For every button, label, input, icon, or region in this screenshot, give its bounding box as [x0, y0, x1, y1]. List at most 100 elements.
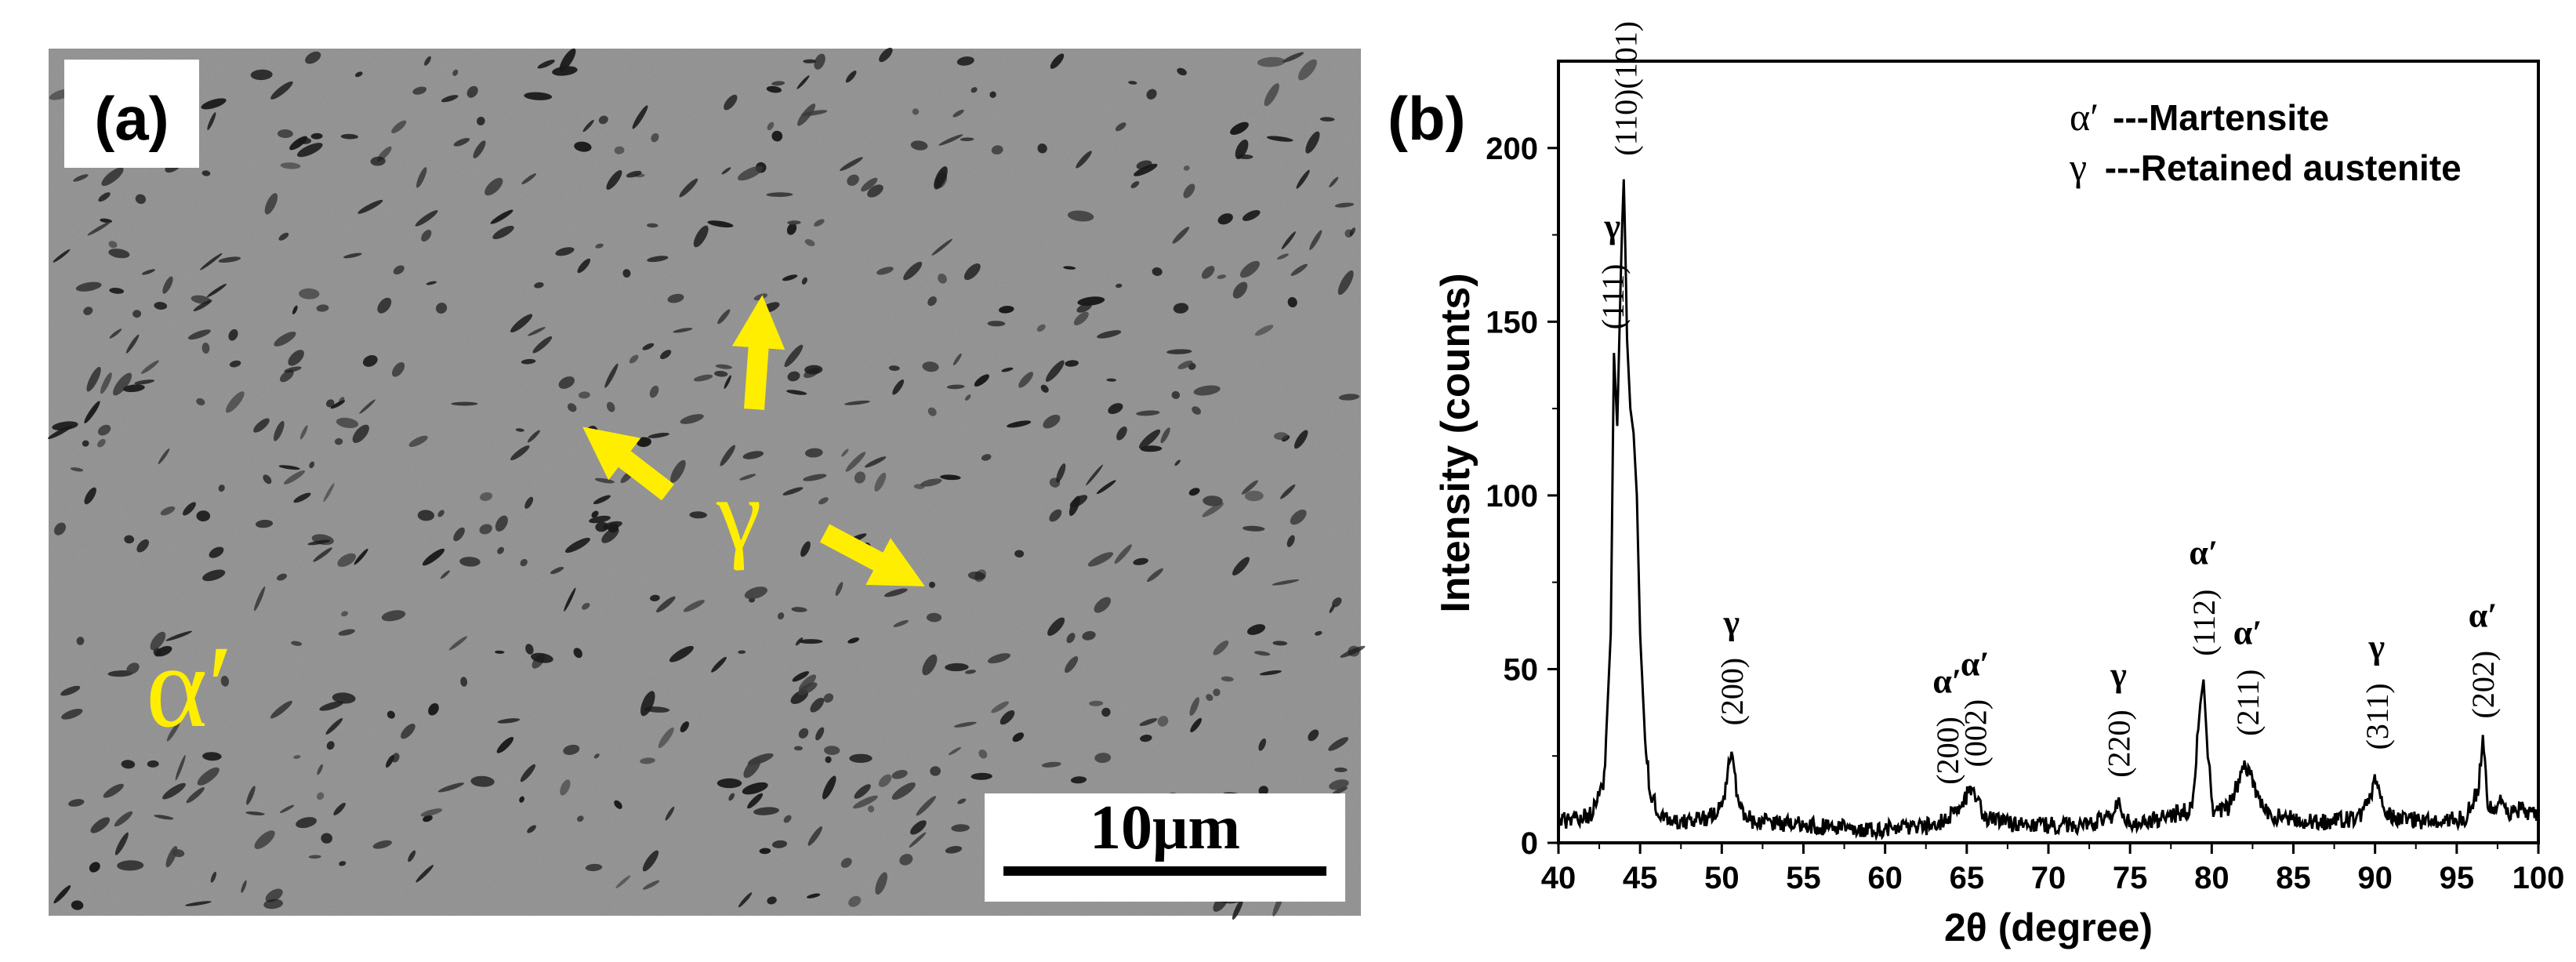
- sem-particle: [197, 767, 220, 786]
- sem-particle: [824, 746, 840, 756]
- sem-particle: [1348, 645, 1360, 657]
- sem-particle: [1338, 394, 1360, 401]
- sem-particle: [1202, 503, 1225, 517]
- sem-particle: [1128, 81, 1137, 85]
- sem-particle: [865, 456, 887, 468]
- sem-particle: [245, 811, 265, 816]
- sem-particle: [1116, 427, 1127, 441]
- sem-particle: [451, 401, 478, 406]
- sem-particle: [766, 192, 793, 198]
- sem-particle: [422, 548, 445, 566]
- sem-particle: [263, 898, 283, 909]
- sem-particle: [854, 471, 866, 484]
- sem-particle: [927, 296, 937, 307]
- sem-particle: [1264, 83, 1279, 107]
- sem-particle: [1332, 786, 1348, 795]
- sem-particle: [135, 194, 147, 205]
- sem-particle: [878, 774, 892, 787]
- sem-particle: [1049, 509, 1062, 522]
- sem-particle: [1273, 432, 1289, 441]
- sem-particle: [183, 502, 196, 516]
- sem-particle: [803, 59, 817, 64]
- sem-particle: [1213, 640, 1229, 655]
- sem-particle: [196, 398, 205, 406]
- scale-bar: [1003, 866, 1326, 876]
- sem-particle: [766, 85, 782, 93]
- sem-particle: [1174, 459, 1181, 466]
- sem-particle: [293, 755, 301, 759]
- sem-particle: [945, 663, 969, 672]
- peak-hkl-label: (002): [1957, 699, 1993, 768]
- sem-particle: [945, 845, 963, 854]
- sem-particle: [951, 824, 970, 832]
- sem-particle: [604, 363, 619, 388]
- sem-particle: [595, 521, 609, 532]
- sem-particle: [90, 817, 111, 833]
- sem-particle: [359, 399, 376, 414]
- sem-particle: [162, 276, 173, 294]
- sem-particle: [717, 309, 731, 325]
- sem-particle: [125, 334, 140, 354]
- sem-particle: [114, 811, 133, 827]
- x-tick-label: 40: [1541, 861, 1576, 895]
- sem-particle: [1217, 213, 1233, 225]
- sem-particle: [525, 644, 534, 655]
- peak-phase-label: γ: [2368, 627, 2386, 666]
- x-tick-label: 85: [2276, 861, 2311, 895]
- sem-particle: [601, 527, 619, 543]
- sem-particle: [1041, 761, 1061, 768]
- sem-particle: [680, 414, 704, 424]
- sem-particle: [97, 438, 106, 448]
- sem-particle: [1087, 552, 1113, 567]
- sem-particle: [124, 535, 135, 544]
- sem-particle: [1201, 266, 1215, 279]
- sem-particle: [564, 587, 576, 612]
- sem-particle: [615, 875, 631, 888]
- x-tick-label: 65: [1950, 861, 1985, 895]
- sem-particle: [1136, 410, 1160, 416]
- scale-bar-box: [985, 793, 1345, 902]
- sem-particle: [532, 336, 553, 354]
- sem-particle: [593, 753, 600, 759]
- sem-particle: [84, 487, 96, 505]
- sem-particle: [52, 421, 78, 430]
- panel-a-label-box: [64, 60, 199, 168]
- sem-particle: [847, 637, 860, 644]
- sem-particle: [162, 782, 186, 800]
- sem-particle: [520, 558, 528, 567]
- sem-particle: [385, 754, 394, 768]
- sem-particle: [1319, 117, 1335, 122]
- sem-particle: [101, 167, 124, 187]
- sem-particle: [786, 390, 807, 395]
- peak-label: (112) α′: [2186, 534, 2222, 656]
- sem-particle: [1258, 786, 1268, 796]
- legend: α′ ---Martensite γ ---Retained austenite: [2069, 95, 2462, 189]
- sem-particle: [800, 541, 811, 557]
- sem-particle: [527, 430, 540, 443]
- sem-particle: [1177, 360, 1193, 369]
- sem-particle: [795, 637, 804, 646]
- sem-particle: [1115, 122, 1127, 132]
- sem-particle: [879, 47, 893, 63]
- sem-texture: [49, 49, 1361, 916]
- sem-particle: [441, 95, 459, 103]
- sem-particle: [581, 602, 590, 610]
- sem-particle: [534, 281, 544, 289]
- sem-particle: [767, 896, 777, 905]
- sem-particle: [186, 787, 205, 804]
- sem-particle: [210, 871, 217, 883]
- sem-particle: [840, 157, 863, 172]
- sem-particle: [421, 230, 432, 242]
- sem-particle: [1286, 535, 1295, 547]
- sem-particle: [591, 510, 599, 518]
- sem-particle: [574, 141, 592, 152]
- sem-particle: [867, 184, 883, 198]
- peak-label: (311) γ: [2360, 627, 2395, 750]
- peak-phase-label: α′: [2469, 597, 2498, 635]
- sem-particle: [807, 826, 823, 846]
- sem-particle: [1232, 281, 1248, 299]
- panel-a: (a) α′ γ 10μm: [48, 47, 1366, 920]
- martensite-label: α′: [146, 622, 233, 752]
- sem-particle: [218, 485, 225, 492]
- sem-particle: [1238, 154, 1254, 160]
